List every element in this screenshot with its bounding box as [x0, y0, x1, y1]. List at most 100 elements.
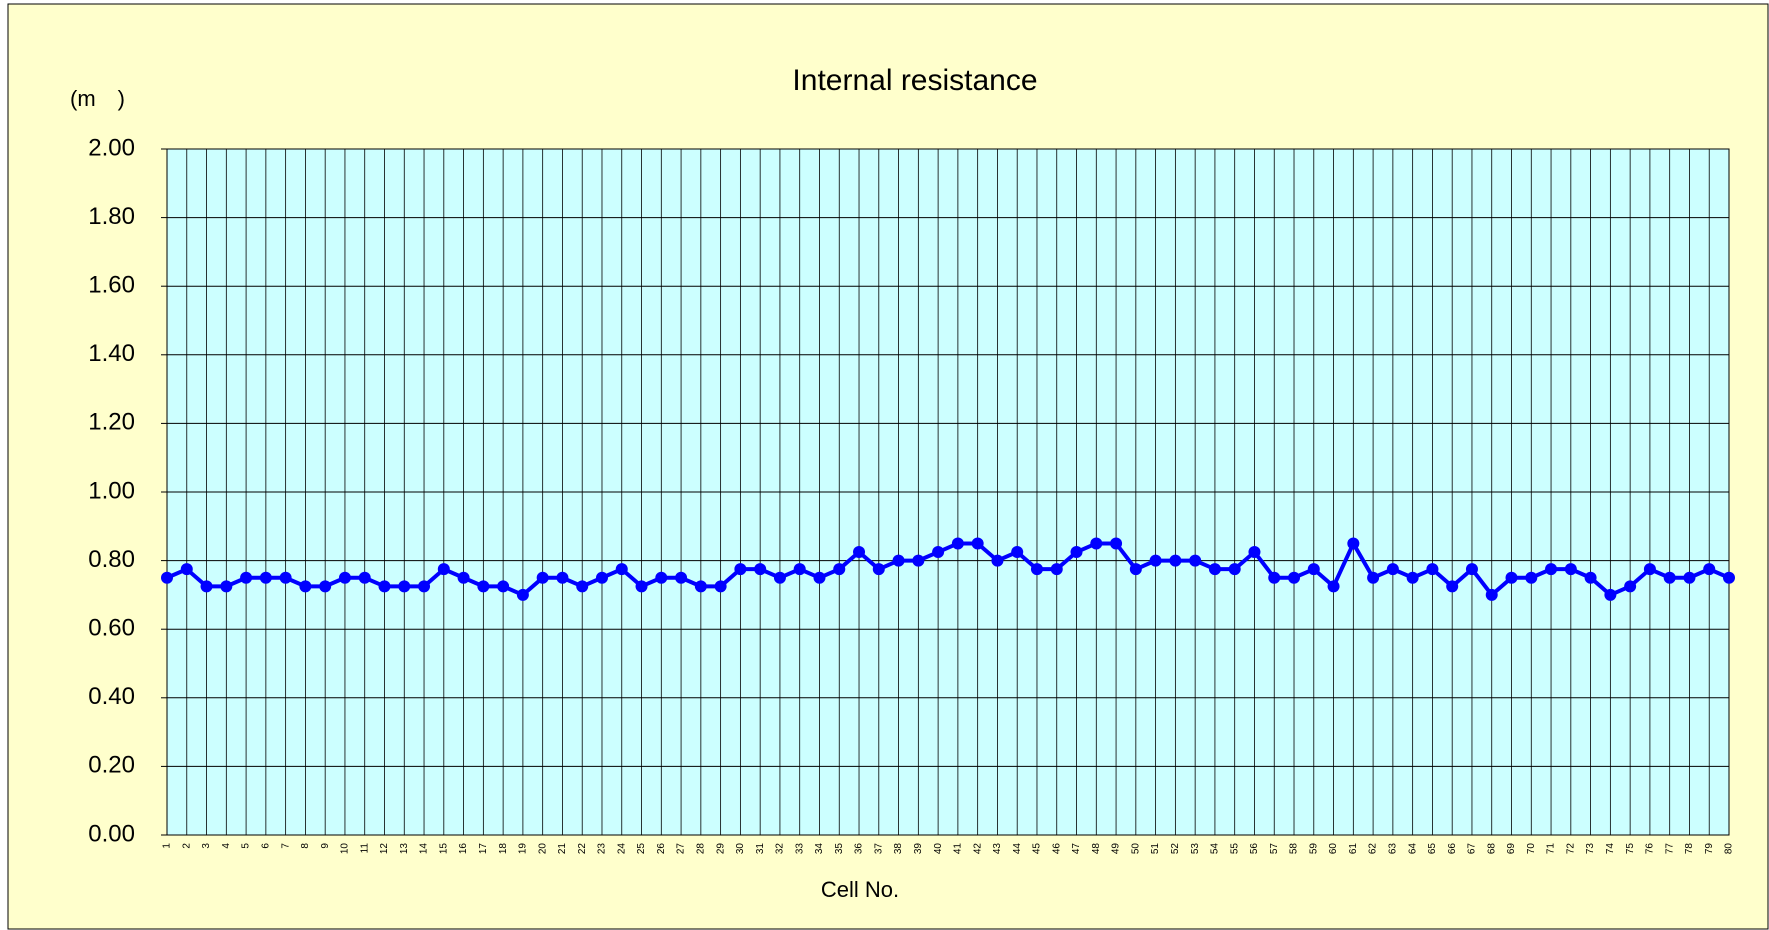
y-tick-label: 1.60	[88, 272, 135, 299]
x-tick-label: 46	[1051, 843, 1062, 855]
data-point	[240, 571, 253, 584]
data-point	[1367, 571, 1380, 584]
data-point	[734, 563, 747, 576]
data-point	[398, 580, 411, 593]
x-tick-label: 53	[1190, 843, 1201, 855]
data-point	[1406, 571, 1419, 584]
x-tick-label: 68	[1486, 843, 1497, 855]
data-point	[418, 580, 431, 593]
x-tick-label: 44	[1012, 843, 1023, 855]
data-point	[161, 571, 173, 584]
data-point	[833, 563, 846, 576]
data-point	[754, 563, 767, 576]
x-tick-label: 73	[1585, 843, 1596, 855]
data-point	[1663, 571, 1676, 584]
x-tick-label: 24	[616, 843, 627, 855]
x-tick-label: 57	[1269, 843, 1280, 855]
data-point	[1307, 563, 1320, 576]
data-point	[457, 571, 470, 584]
x-tick-label: 20	[537, 843, 548, 855]
x-tick-label: 69	[1506, 843, 1517, 855]
x-tick-label: 75	[1625, 843, 1636, 855]
x-tick-label: 25	[636, 843, 647, 855]
x-tick-label: 17	[478, 843, 489, 855]
x-tick-label: 74	[1605, 843, 1616, 855]
x-tick-label: 38	[893, 843, 904, 855]
x-tick-label: 42	[972, 843, 983, 855]
y-tick-label: 0.60	[88, 615, 135, 642]
x-tick-label: 70	[1526, 843, 1537, 855]
x-tick-label: 27	[676, 843, 687, 855]
x-tick-label: 71	[1546, 843, 1557, 855]
x-tick-label: 47	[1071, 843, 1082, 855]
data-point	[477, 580, 490, 593]
data-point	[200, 580, 213, 593]
x-tick-label: 5	[241, 843, 252, 849]
data-point	[813, 571, 826, 584]
x-tick-label: 40	[933, 843, 944, 855]
data-point	[358, 571, 371, 584]
x-tick-label: 56	[1249, 843, 1260, 855]
x-tick-label: 8	[300, 843, 311, 849]
x-tick-label: 55	[1229, 843, 1240, 855]
data-point	[1347, 537, 1360, 550]
data-point	[1643, 563, 1656, 576]
x-tick-label: 19	[518, 843, 529, 855]
data-point	[1505, 571, 1518, 584]
x-tick-label: 78	[1684, 843, 1695, 855]
y-tick-label: 0.20	[88, 752, 135, 779]
data-point	[1149, 554, 1162, 567]
data-point	[872, 563, 885, 576]
data-point	[694, 580, 707, 593]
data-point	[1446, 580, 1459, 593]
x-tick-label: 3	[201, 843, 212, 849]
data-point	[1564, 563, 1577, 576]
data-point	[299, 580, 312, 593]
x-tick-label: 7	[280, 843, 291, 849]
data-point	[1703, 563, 1716, 576]
x-tick-label: 1	[162, 843, 173, 849]
x-tick-label: 15	[438, 843, 449, 855]
data-point	[319, 580, 332, 593]
x-tick-label: 2	[181, 843, 192, 849]
data-point	[793, 563, 806, 576]
data-point	[1465, 563, 1478, 576]
x-tick-label: 52	[1170, 843, 1181, 855]
y-tick-label: 1.20	[88, 409, 135, 436]
data-point	[675, 571, 688, 584]
data-point	[1723, 571, 1735, 584]
data-point	[1426, 563, 1439, 576]
data-point	[655, 571, 668, 584]
data-point	[497, 580, 510, 593]
x-tick-label: 39	[913, 843, 924, 855]
data-point	[1268, 571, 1281, 584]
data-point	[1050, 563, 1063, 576]
x-tick-label: 32	[775, 843, 786, 855]
data-point	[1248, 546, 1261, 559]
data-point	[437, 563, 450, 576]
x-tick-label: 16	[458, 843, 469, 855]
x-tick-label: 35	[834, 843, 845, 855]
x-axis-label: Cell No.	[821, 877, 899, 902]
data-point	[1070, 546, 1083, 559]
data-point	[853, 546, 866, 559]
x-tick-label: 79	[1704, 843, 1715, 855]
x-tick-label: 28	[695, 843, 706, 855]
x-tick-label: 37	[873, 843, 884, 855]
x-tick-label: 65	[1427, 843, 1438, 855]
x-tick-label: 59	[1308, 843, 1319, 855]
x-tick-label: 72	[1565, 843, 1576, 855]
data-point	[1129, 563, 1142, 576]
data-point	[615, 563, 628, 576]
x-tick-label: 67	[1467, 843, 1478, 855]
data-point	[1090, 537, 1103, 550]
data-point	[951, 537, 964, 550]
data-point	[576, 580, 589, 593]
data-point	[536, 571, 549, 584]
x-tick-label: 45	[1032, 843, 1043, 855]
x-tick-label: 34	[814, 843, 825, 855]
data-point	[1604, 588, 1617, 601]
data-point	[991, 554, 1004, 567]
data-point	[714, 580, 727, 593]
